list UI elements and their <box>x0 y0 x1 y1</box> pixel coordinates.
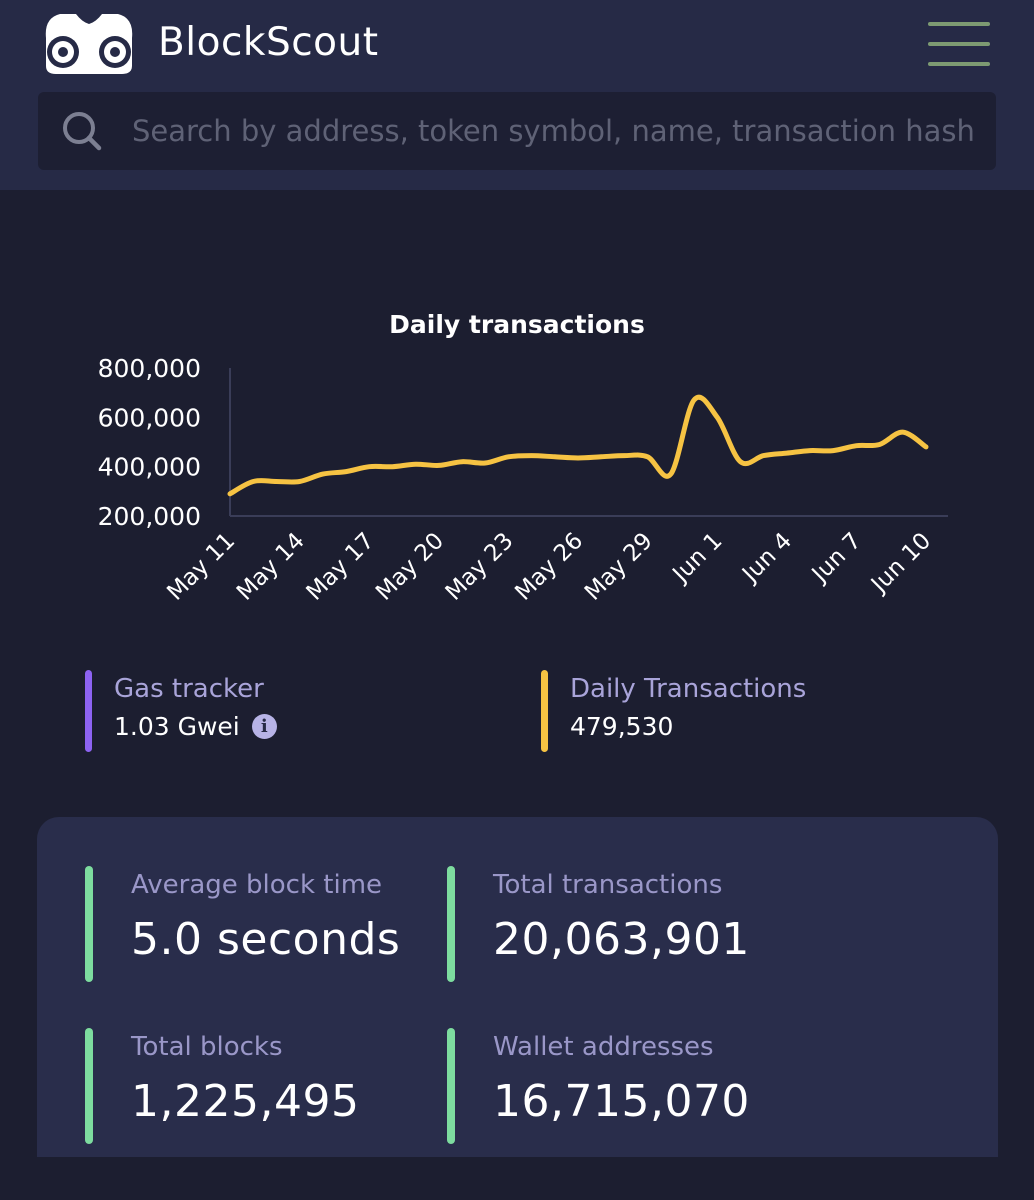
total-blocks-stat: Total blocks 1,225,495 <box>85 1028 425 1144</box>
menu-line <box>928 62 990 66</box>
search-icon[interactable] <box>60 109 104 153</box>
y-tick-label: 600,000 <box>98 403 201 432</box>
x-tick-label: Jun 1 <box>667 528 728 589</box>
average-block-time-stat: Average block time 5.0 seconds <box>85 866 425 982</box>
stat-value: 5.0 seconds <box>131 914 401 965</box>
chart-title: Daily transactions <box>389 310 645 339</box>
menu-line <box>928 22 990 26</box>
search-bar <box>38 92 996 170</box>
gas-tracker-label: Gas tracker <box>114 674 264 704</box>
y-tick-label: 400,000 <box>98 453 201 482</box>
stat-value: 16,715,070 <box>493 1076 750 1127</box>
y-tick-label: 800,000 <box>98 354 201 383</box>
x-tick-label: Jun 10 <box>865 528 936 599</box>
daily-transactions-stat: Daily Transactions 479,530 <box>541 670 961 752</box>
header: BlockScout <box>0 0 1034 190</box>
x-tick-label: Jun 7 <box>806 528 867 589</box>
x-tick-label: May 20 <box>371 528 449 606</box>
stat-label: Total blocks <box>131 1032 283 1062</box>
daily-transactions-line <box>227 394 929 497</box>
x-tick-label: Jun 4 <box>736 528 797 589</box>
stat-label: Wallet addresses <box>493 1032 714 1062</box>
daily-transactions-value: 479,530 <box>570 712 674 741</box>
stat-value: 20,063,901 <box>493 914 750 965</box>
x-tick-label: May 29 <box>580 528 658 606</box>
search-input[interactable] <box>132 92 996 170</box>
gas-tracker-value-row: 1.03 Gwei i <box>114 712 277 741</box>
y-tick-label: 200,000 <box>98 502 201 531</box>
gas-tracker-value: 1.03 Gwei <box>114 712 240 741</box>
daily-transactions-bar <box>541 670 548 752</box>
x-tick-label: May 11 <box>162 528 240 606</box>
binoculars-logo-icon <box>45 14 133 74</box>
x-tick-label: May 17 <box>302 528 380 606</box>
bottom-strip <box>0 1157 1034 1200</box>
logo[interactable]: BlockScout <box>38 8 379 78</box>
x-tick-label: May 23 <box>441 528 519 606</box>
stat-label: Total transactions <box>493 870 723 900</box>
info-icon[interactable]: i <box>251 714 277 739</box>
stat-bar <box>447 1028 455 1144</box>
gas-tracker: Gas tracker 1.03 Gwei i <box>85 670 485 752</box>
stat-bar <box>85 1028 93 1144</box>
stat-bar <box>447 866 455 982</box>
menu-line <box>928 42 990 46</box>
stats-card: Average block time 5.0 seconds Total tra… <box>37 817 998 1200</box>
wallet-addresses-stat: Wallet addresses 16,715,070 <box>447 1028 887 1144</box>
stat-label: Average block time <box>131 870 383 900</box>
x-tick-label: May 26 <box>510 528 588 606</box>
gas-tracker-bar <box>85 670 92 752</box>
hamburger-menu-icon[interactable] <box>928 20 990 68</box>
stat-value: 1,225,495 <box>131 1076 360 1127</box>
stat-bar <box>85 866 93 982</box>
brand-name: BlockScout <box>158 20 379 65</box>
x-tick-label: May 14 <box>232 528 310 606</box>
daily-transactions-label: Daily Transactions <box>570 674 807 704</box>
total-transactions-stat: Total transactions 20,063,901 <box>447 866 887 982</box>
